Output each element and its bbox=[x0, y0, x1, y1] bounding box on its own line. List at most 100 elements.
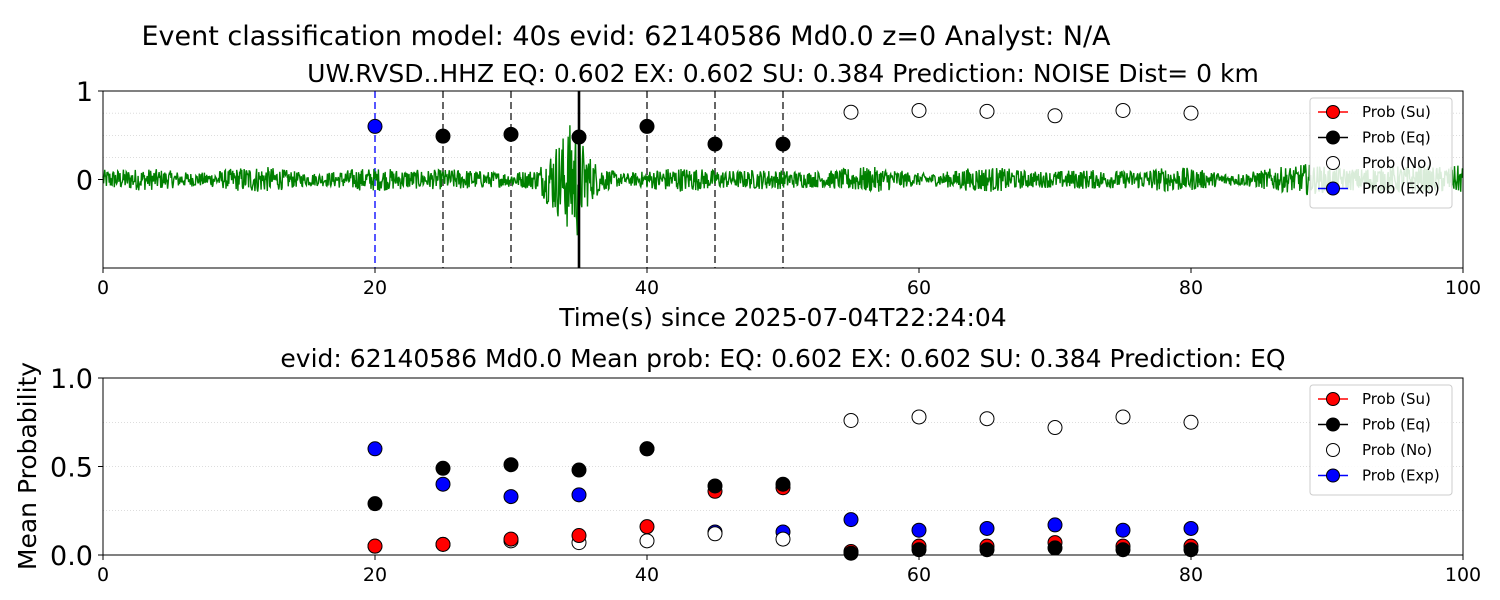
mean-probability-point bbox=[1183, 414, 1199, 430]
legend-marker bbox=[1326, 443, 1340, 457]
legend-item: Prob (Su) bbox=[1318, 103, 1431, 121]
y-tick-label: 1 bbox=[76, 77, 93, 108]
legend-marker bbox=[1326, 392, 1340, 406]
probability-point bbox=[639, 118, 655, 134]
legend-frame bbox=[1309, 97, 1453, 209]
legend-marker bbox=[1326, 105, 1340, 119]
mean-probability-grid bbox=[103, 421, 1463, 512]
mean-probability-point bbox=[1047, 517, 1063, 533]
mean-probability-points bbox=[367, 409, 1199, 561]
mean-probability-point bbox=[707, 478, 723, 494]
x-tick-label: 60 bbox=[907, 564, 931, 586]
x-tick-label: 20 bbox=[363, 564, 387, 586]
x-tick-label: 40 bbox=[635, 564, 659, 586]
legend-item: Prob (Su) bbox=[1318, 390, 1431, 408]
mean-probability-point bbox=[911, 409, 927, 425]
probability-point bbox=[775, 136, 791, 152]
mean-probability-panel: evid: 62140586 Md0.0 Mean prob: EQ: 0.60… bbox=[13, 344, 1481, 586]
mean-probability-point bbox=[571, 528, 587, 544]
probability-point bbox=[1047, 108, 1063, 124]
legend-marker bbox=[1326, 181, 1340, 196]
mean-probability-point bbox=[1047, 420, 1063, 436]
probability-point bbox=[571, 129, 587, 145]
waveform-x-ticks: 0 20 40 60 80 100 bbox=[97, 268, 1481, 299]
legend-marker bbox=[1326, 156, 1340, 170]
mean-probability-point bbox=[435, 476, 451, 492]
mean-probability-point bbox=[367, 496, 383, 512]
waveform-y-ticks: 10 bbox=[76, 77, 103, 197]
legend-label: Prob (No) bbox=[1362, 154, 1432, 172]
x-tick-label: 40 bbox=[635, 277, 659, 299]
probability-point bbox=[707, 136, 723, 152]
x-tick-label: 60 bbox=[907, 277, 931, 299]
mean-probability-point bbox=[1115, 522, 1131, 538]
x-tick-label: 80 bbox=[1179, 277, 1203, 299]
probability-point bbox=[435, 128, 451, 144]
mean-probability-point bbox=[435, 460, 451, 476]
legend-marker bbox=[1326, 417, 1340, 432]
figure-suptitle: Event classification model: 40s evid: 62… bbox=[141, 21, 1111, 52]
probability-point bbox=[911, 102, 927, 118]
probability-point bbox=[367, 118, 383, 134]
waveform-probability-points bbox=[367, 102, 1199, 152]
mean-probability-y-axis-label: Mean Probability bbox=[13, 362, 42, 570]
mean-probability-point bbox=[639, 533, 655, 549]
probability-point bbox=[1115, 102, 1131, 118]
mean-probability-point bbox=[843, 512, 859, 528]
probability-point bbox=[979, 103, 995, 119]
mean-probability-y-ticks: 0.0 0.5 1.0 bbox=[50, 364, 103, 572]
probability-point bbox=[1183, 105, 1199, 121]
legend-item: Prob (Eq) bbox=[1318, 416, 1431, 434]
mean-probability-point bbox=[639, 519, 655, 535]
x-tick-label: 0 bbox=[97, 277, 109, 299]
legend-label: Prob (Exp) bbox=[1362, 180, 1440, 198]
x-tick-label: 80 bbox=[1179, 564, 1203, 586]
y-tick-label: 1.0 bbox=[50, 364, 93, 395]
mean-probability-point bbox=[503, 531, 519, 547]
legend-item: Prob (No) bbox=[1326, 441, 1432, 459]
mean-probability-point bbox=[571, 462, 587, 478]
x-tick-label: 100 bbox=[1445, 564, 1481, 586]
legend-label: Prob (Eq) bbox=[1362, 416, 1431, 434]
y-tick-label: 0.5 bbox=[50, 453, 93, 484]
y-tick-label: 0.0 bbox=[50, 541, 93, 572]
mean-probability-point bbox=[843, 412, 859, 428]
mean-probability-point bbox=[639, 441, 655, 457]
mean-probability-point bbox=[911, 522, 927, 538]
legend-frame bbox=[1309, 384, 1453, 496]
legend-label: Prob (No) bbox=[1362, 441, 1432, 459]
waveform-x-axis-label: Time(s) since 2025-07-04T22:24:04 bbox=[558, 303, 1006, 332]
legend-label: Prob (Eq) bbox=[1362, 129, 1431, 147]
mean-probability-point bbox=[1183, 520, 1199, 536]
mean-probability-point bbox=[1115, 542, 1131, 558]
probability-point bbox=[843, 104, 859, 120]
legend-item: Prob (Eq) bbox=[1318, 129, 1431, 147]
waveform-trace bbox=[102, 125, 1464, 236]
legend-label: Prob (Exp) bbox=[1362, 467, 1440, 485]
waveform-legend: Prob (Su) Prob (Eq) Prob (No) Prob (Exp) bbox=[1309, 97, 1453, 209]
mean-probability-point bbox=[979, 542, 995, 558]
waveform-panel: UW.RVSD..HHZ EQ: 0.602 EX: 0.602 SU: 0.3… bbox=[76, 59, 1481, 332]
x-tick-label: 0 bbox=[97, 564, 109, 586]
mean-probability-point bbox=[707, 526, 723, 542]
mean-probability-point bbox=[775, 476, 791, 492]
mean-probability-point bbox=[435, 536, 451, 552]
legend-item: Prob (No) bbox=[1326, 154, 1432, 172]
mean-probability-point bbox=[571, 487, 587, 503]
legend-marker bbox=[1326, 130, 1340, 145]
mean-probability-point bbox=[775, 531, 791, 547]
y-tick-label: 0 bbox=[76, 166, 93, 197]
legend-marker bbox=[1326, 468, 1340, 483]
mean-probability-point bbox=[1047, 540, 1063, 556]
waveform-panel-title: UW.RVSD..HHZ EQ: 0.602 EX: 0.602 SU: 0.3… bbox=[307, 59, 1259, 88]
mean-probability-point bbox=[503, 457, 519, 473]
mean-probability-point bbox=[979, 520, 995, 536]
legend-label: Prob (Su) bbox=[1362, 103, 1431, 121]
legend-item: Prob (Exp) bbox=[1318, 467, 1440, 485]
mean-probability-legend: Prob (Su) Prob (Eq) Prob (No) Prob (Exp) bbox=[1309, 384, 1453, 496]
mean-probability-point bbox=[1115, 409, 1131, 425]
probability-point bbox=[503, 126, 519, 142]
mean-probability-point bbox=[503, 489, 519, 505]
mean-probability-x-ticks: 0 20 40 60 80 100 bbox=[97, 555, 1481, 586]
